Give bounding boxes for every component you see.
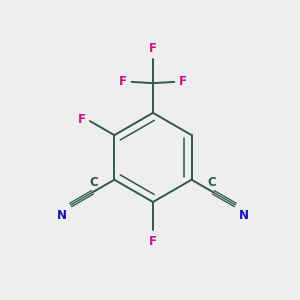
Text: N: N <box>239 209 249 222</box>
Text: C: C <box>208 176 216 189</box>
Text: F: F <box>179 75 187 88</box>
Text: F: F <box>119 75 127 88</box>
Text: N: N <box>57 209 67 222</box>
Text: C: C <box>90 176 98 189</box>
Text: F: F <box>77 113 86 126</box>
Text: F: F <box>149 42 157 55</box>
Text: F: F <box>149 235 157 248</box>
